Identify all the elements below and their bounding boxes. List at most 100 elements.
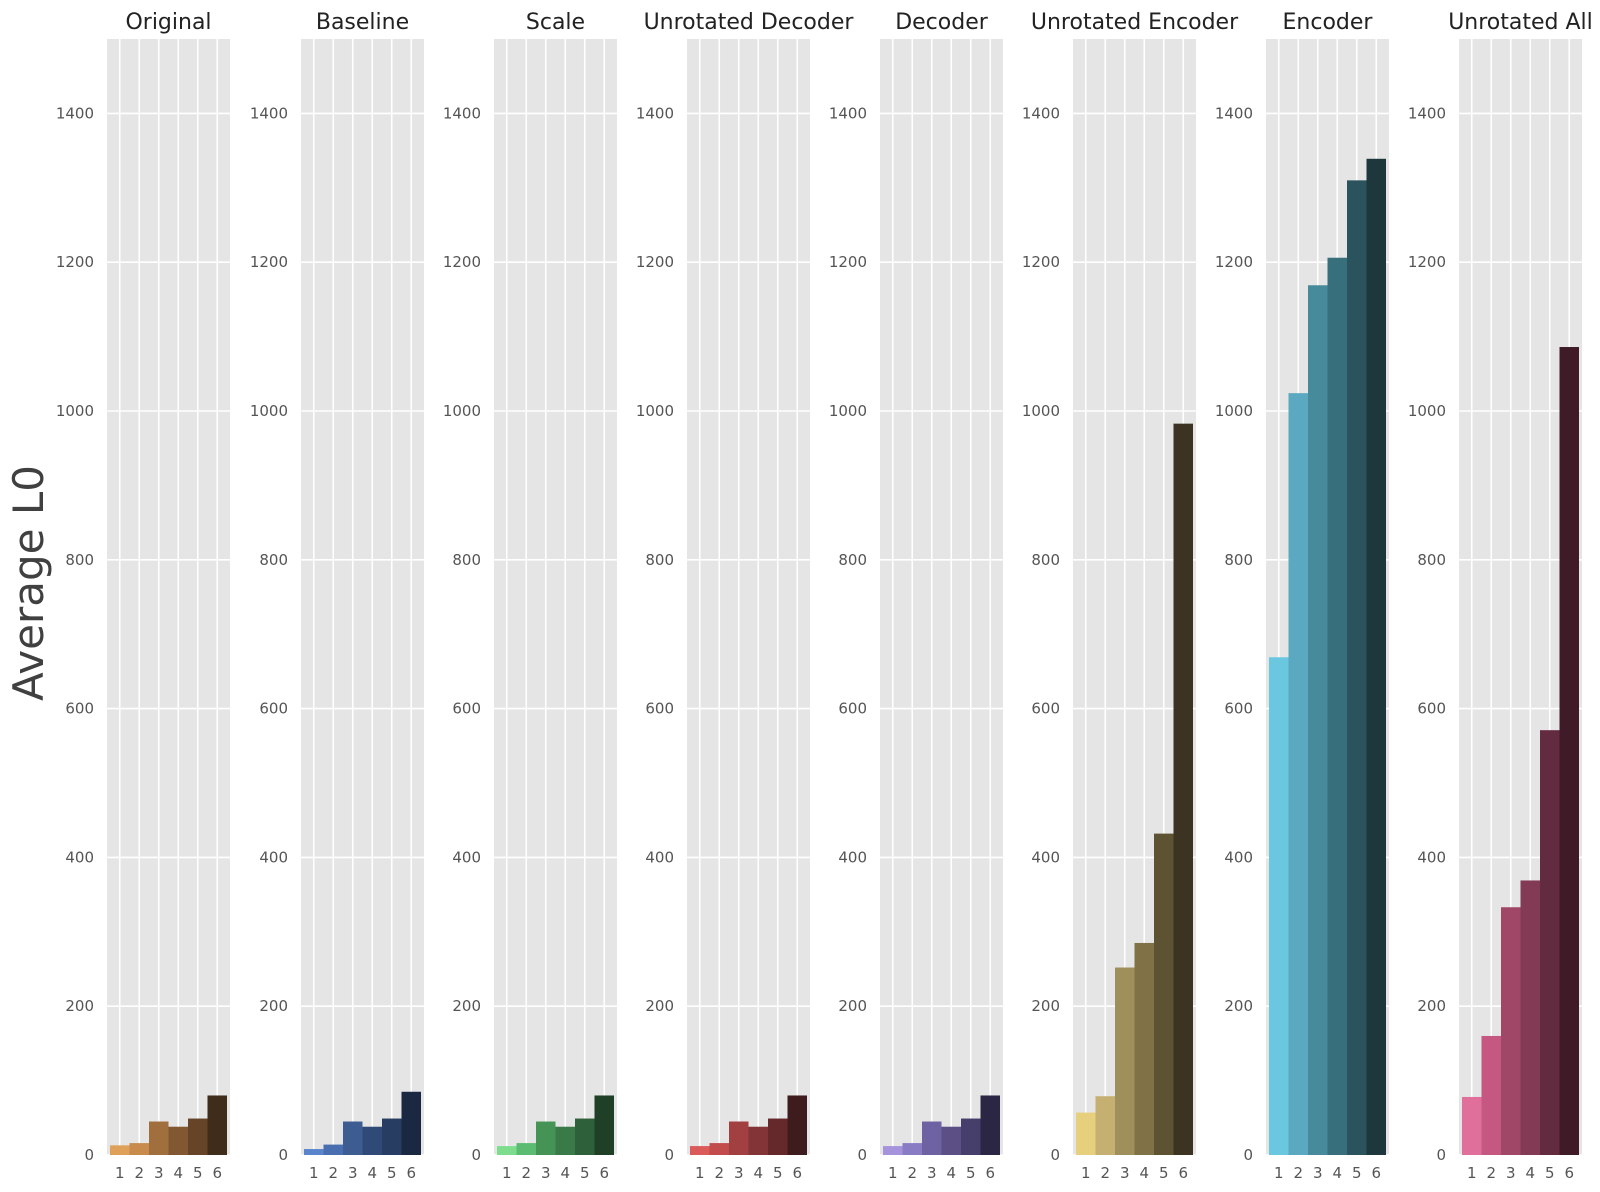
bar-2	[323, 1144, 343, 1155]
x-tick-label: 6	[406, 1164, 416, 1182]
bar-6	[1559, 347, 1579, 1155]
plot-background	[687, 39, 810, 1155]
bar-4	[1134, 942, 1154, 1155]
y-tick-label: 600	[1224, 700, 1253, 718]
y-tick-label: 800	[838, 551, 867, 569]
bar-4	[941, 1126, 961, 1155]
x-tick-label: 2	[1100, 1164, 1110, 1182]
y-axis-label: Average L0	[4, 465, 53, 701]
panel-2: 0 200 400 600 800 1000 1200 1400 1 2 3 4 5 6 Baseline	[250, 10, 424, 1182]
bar-4	[555, 1126, 575, 1155]
bar-1	[883, 1146, 903, 1155]
y-tick-label: 400	[645, 848, 674, 866]
y-tick-label: 200	[1417, 997, 1446, 1015]
panel-title: Original	[125, 10, 211, 35]
bar-1	[304, 1149, 324, 1155]
panel-title: Unrotated Encoder	[1031, 10, 1239, 35]
y-tick-label: 1000	[1215, 402, 1253, 420]
panel-4: 0 200 400 600 800 1000 1200 1400 1 2 3 4 5 6 Unrotated…	[636, 10, 855, 1182]
panel-title: Decoder	[895, 10, 989, 35]
bar-4	[1327, 257, 1347, 1156]
bar-1	[1076, 1112, 1096, 1155]
x-tick-label: 2	[1293, 1164, 1303, 1182]
x-tick-label: 1	[502, 1164, 512, 1182]
y-tick-label: 1400	[1215, 104, 1253, 122]
bar-6	[980, 1095, 1000, 1155]
y-tick-label: 0	[857, 1146, 867, 1164]
y-tick-label: 800	[1224, 551, 1253, 569]
y-tick-label: 400	[838, 848, 867, 866]
y-tick-label: 1000	[1022, 402, 1060, 420]
x-tick-label: 3	[1313, 1164, 1323, 1182]
y-tick-label: 400	[259, 848, 288, 866]
bar-5	[961, 1118, 981, 1155]
bar-4	[1520, 880, 1540, 1155]
y-tick-label: 200	[65, 997, 94, 1015]
y-tick-label: 800	[65, 551, 94, 569]
bar-3	[1501, 907, 1521, 1155]
x-tick-label: 5	[1159, 1164, 1169, 1182]
y-tick-label: 1200	[56, 253, 94, 271]
x-tick-label: 1	[1081, 1164, 1091, 1182]
y-tick-label: 600	[838, 700, 867, 718]
y-tick-label: 600	[65, 700, 94, 718]
x-tick-label: 2	[134, 1164, 144, 1182]
bar-2	[516, 1143, 536, 1155]
x-tick-label: 4	[1525, 1164, 1535, 1182]
bar-3	[1115, 967, 1135, 1155]
x-tick-label: 3	[734, 1164, 744, 1182]
x-tick-label: 6	[985, 1164, 995, 1182]
x-tick-label: 6	[1371, 1164, 1381, 1182]
y-tick-label: 0	[84, 1146, 94, 1164]
panel-title: Encoder	[1283, 10, 1374, 35]
panel-title: Scale	[526, 10, 585, 35]
x-tick-label: 2	[521, 1164, 531, 1182]
y-tick-label: 1000	[56, 402, 94, 420]
x-tick-label: 1	[695, 1164, 705, 1182]
x-tick-label: 5	[193, 1164, 203, 1182]
y-tick-label: 0	[1243, 1146, 1253, 1164]
bar-1	[1462, 1096, 1482, 1155]
x-tick-label: 2	[1486, 1164, 1496, 1182]
y-tick-label: 600	[645, 700, 674, 718]
bar-6	[401, 1091, 421, 1155]
x-tick-label: 5	[773, 1164, 783, 1182]
bar-1	[690, 1146, 710, 1155]
bar-4	[168, 1126, 188, 1155]
x-tick-label: 4	[560, 1164, 570, 1182]
x-tick-label: 1	[888, 1164, 898, 1182]
bar-3	[149, 1121, 169, 1155]
y-tick-label: 1200	[250, 253, 288, 271]
y-tick-label: 400	[452, 848, 481, 866]
bar-2	[1481, 1035, 1501, 1155]
bar-2	[902, 1143, 922, 1155]
x-tick-label: 1	[1467, 1164, 1477, 1182]
y-tick-label: 800	[645, 551, 674, 569]
x-tick-label: 4	[946, 1164, 956, 1182]
x-tick-label: 4	[173, 1164, 183, 1182]
y-tick-label: 0	[471, 1146, 481, 1164]
bar-6	[207, 1095, 227, 1155]
bar-1	[497, 1146, 517, 1155]
x-tick-label: 4	[1332, 1164, 1342, 1182]
bar-2	[709, 1143, 729, 1155]
bar-3	[922, 1121, 942, 1155]
y-tick-label: 1400	[829, 104, 867, 122]
bar-3	[536, 1121, 556, 1155]
panel-3: 0 200 400 600 800 1000 1200 1400 1 2 3 4 5 6 Scale	[443, 10, 617, 1182]
bar-1	[1269, 657, 1289, 1155]
y-tick-label: 0	[1050, 1146, 1060, 1164]
x-tick-label: 5	[1352, 1164, 1362, 1182]
panel-5: 0 200 400 600 800 1000 1200 1400 1 2 3 4 5 6 Decoder	[829, 10, 1003, 1182]
x-tick-label: 6	[212, 1164, 222, 1182]
x-tick-label: 5	[387, 1164, 397, 1182]
x-tick-label: 2	[328, 1164, 338, 1182]
x-tick-label: 3	[1120, 1164, 1130, 1182]
y-tick-label: 200	[1031, 997, 1060, 1015]
bar-6	[787, 1095, 807, 1155]
x-tick-label: 1	[115, 1164, 125, 1182]
y-tick-label: 200	[645, 997, 674, 1015]
x-tick-label: 6	[599, 1164, 609, 1182]
